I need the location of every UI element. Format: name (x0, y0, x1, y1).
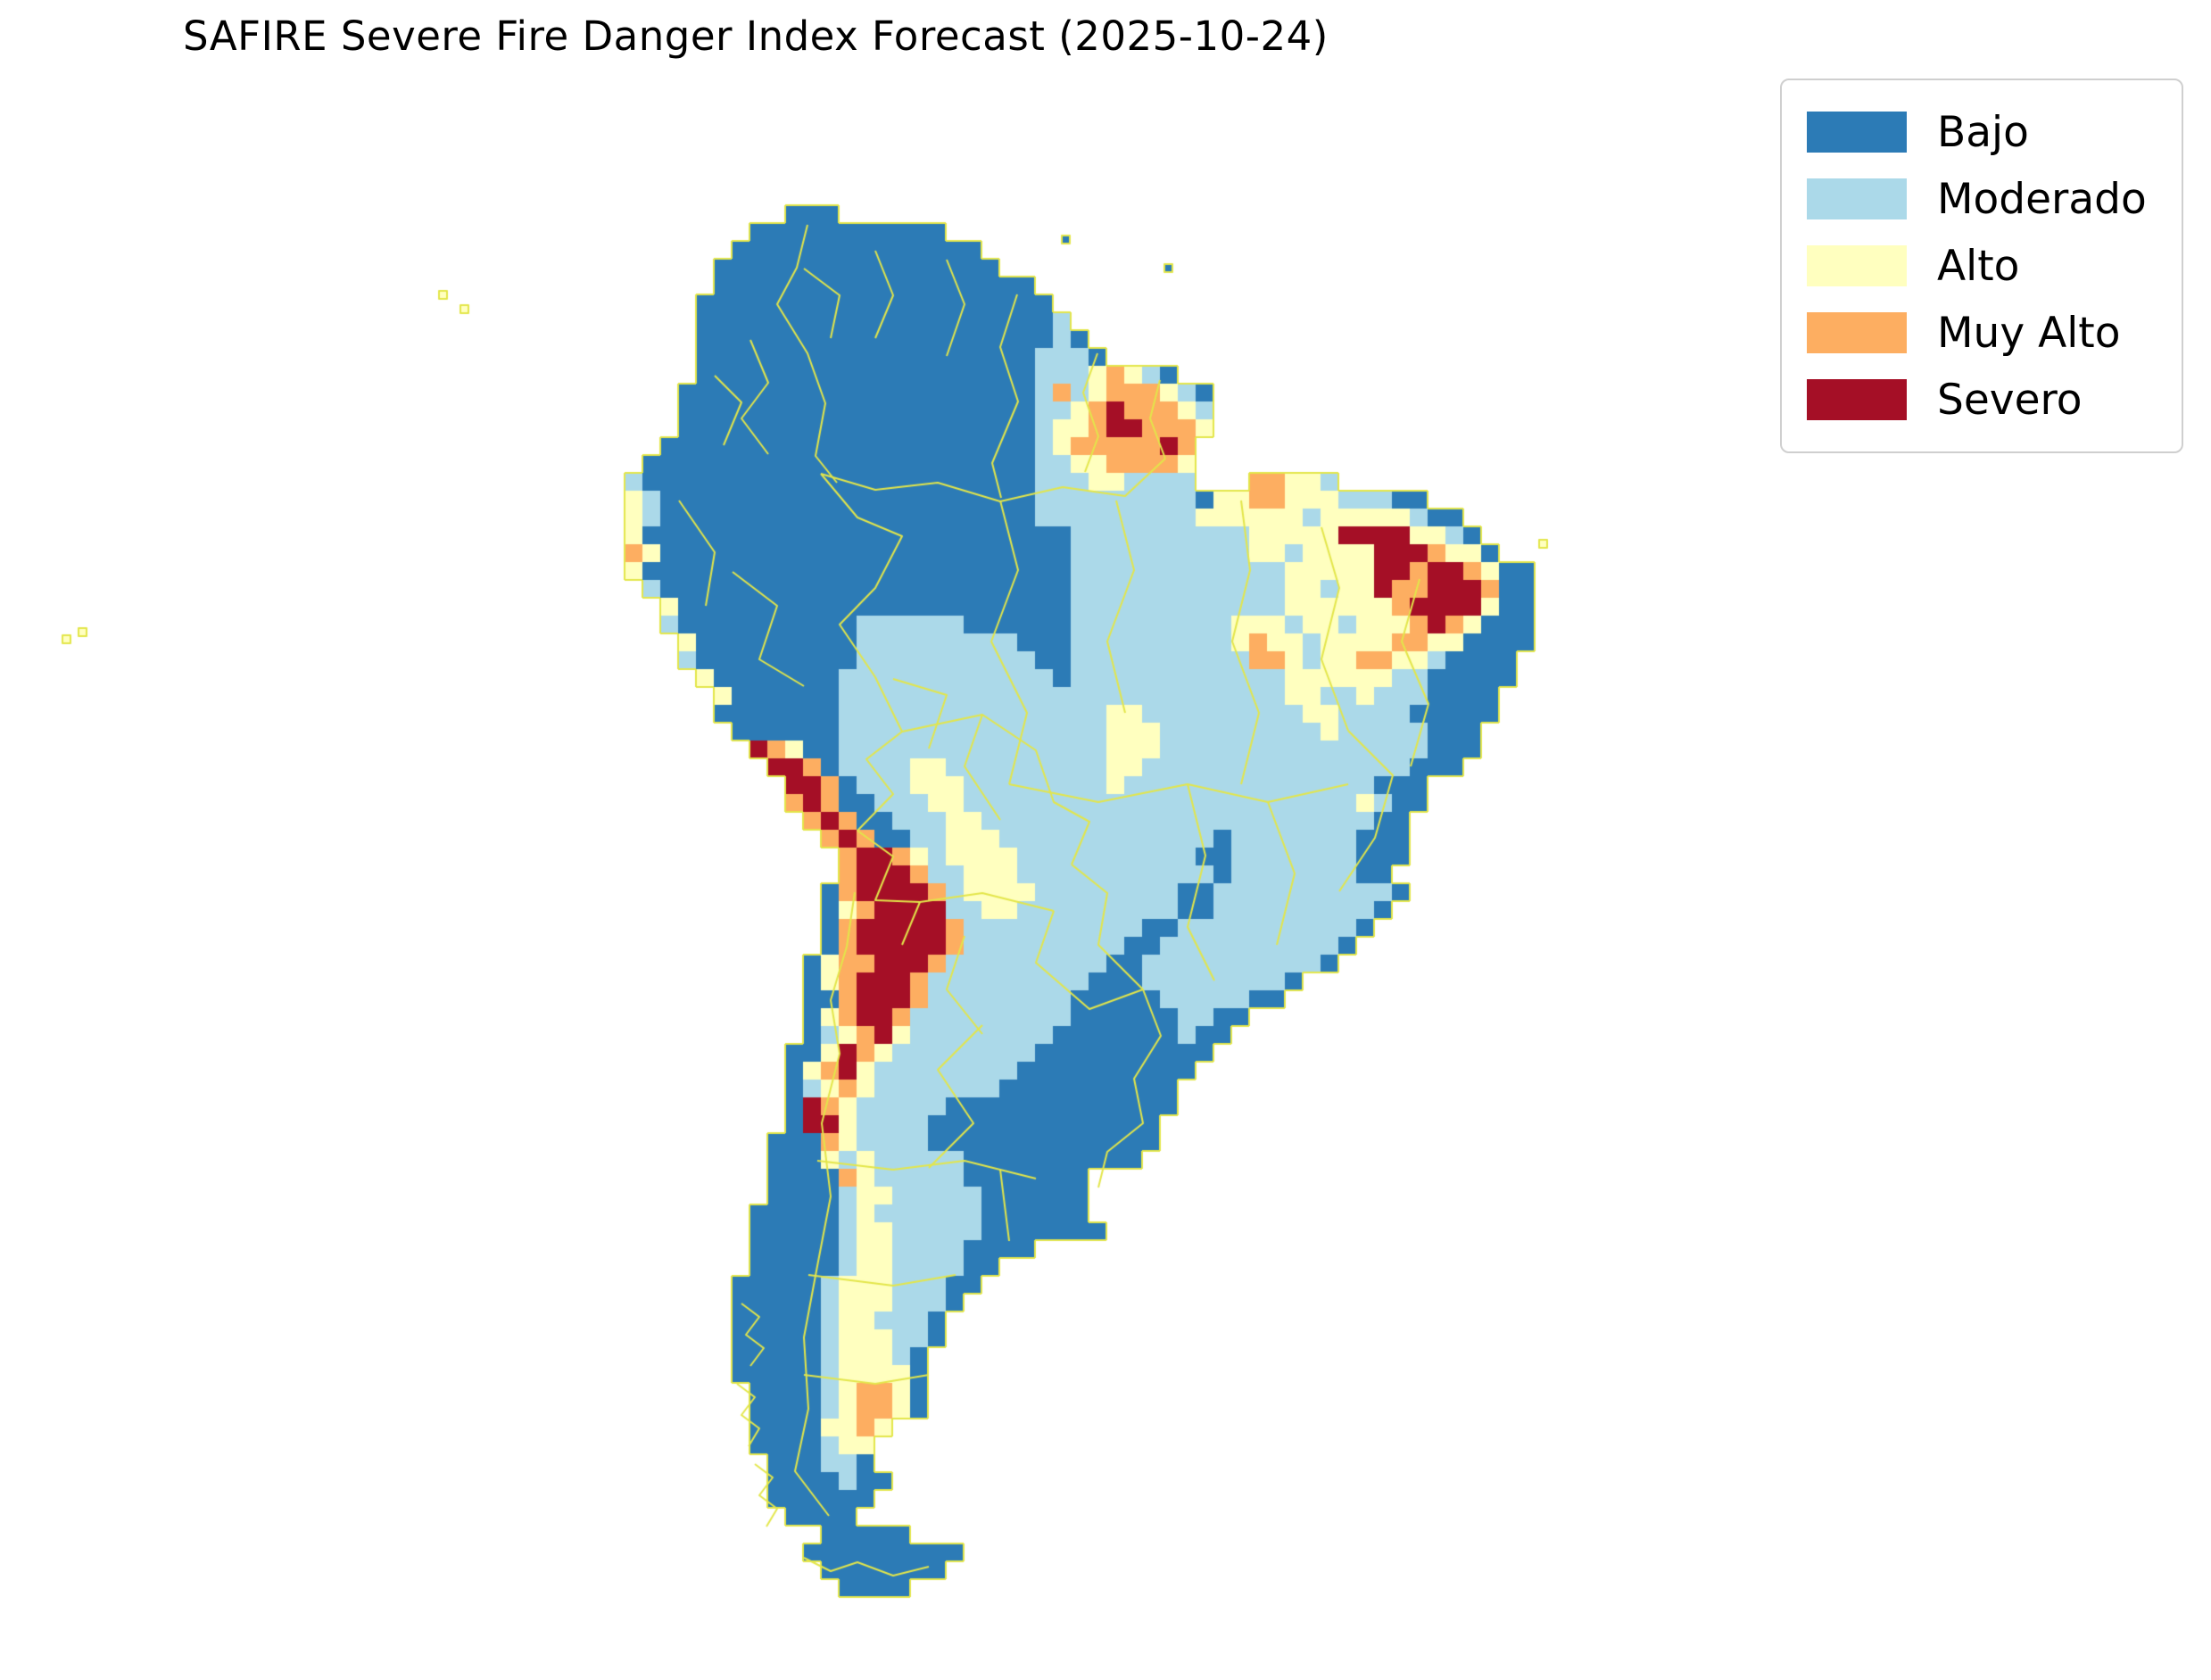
legend-swatch-severo (1807, 379, 1907, 420)
legend-swatch-muy-alto (1807, 312, 1907, 353)
legend-item-muy-alto: Muy Alto (1807, 302, 2157, 363)
legend-item-moderado: Moderado (1807, 169, 2157, 229)
legend-item-bajo: Bajo (1807, 102, 2157, 162)
legend-item-alto: Alto (1807, 236, 2157, 296)
chart-title: SAFIRE Severe Fire Danger Index Forecast… (183, 12, 1329, 60)
legend-swatch-alto (1807, 245, 1907, 286)
legend-label-bajo: Bajo (1937, 107, 2029, 157)
legend-swatch-moderado (1807, 178, 1907, 219)
legend-item-severo: Severo (1807, 369, 2157, 430)
legend-swatch-bajo (1807, 112, 1907, 153)
legend-label-muy-alto: Muy Alto (1937, 308, 2121, 358)
legend-label-alto: Alto (1937, 241, 2020, 291)
legend-label-moderado: Moderado (1937, 174, 2147, 224)
legend-label-severo: Severo (1937, 375, 2083, 425)
legend: Bajo Moderado Alto Muy Alto Severo (1780, 79, 2183, 453)
